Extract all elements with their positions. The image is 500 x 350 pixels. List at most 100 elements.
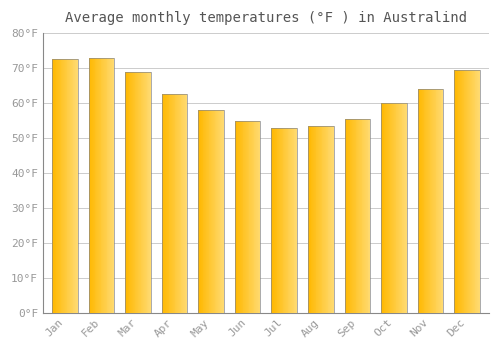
Bar bbox=[204, 110, 205, 313]
Bar bbox=[138, 72, 139, 313]
Bar bbox=[477, 70, 478, 313]
Bar bbox=[241, 120, 242, 313]
Bar bbox=[245, 120, 246, 313]
Bar bbox=[201, 110, 202, 313]
Bar bbox=[320, 126, 321, 313]
Bar bbox=[332, 126, 334, 313]
Bar bbox=[183, 94, 184, 313]
Bar bbox=[72, 60, 74, 313]
Bar bbox=[421, 89, 422, 313]
Bar bbox=[427, 89, 428, 313]
Bar bbox=[312, 126, 313, 313]
Bar bbox=[436, 89, 437, 313]
Bar bbox=[324, 126, 325, 313]
Bar bbox=[403, 103, 404, 313]
Bar bbox=[405, 103, 406, 313]
Bar bbox=[205, 110, 206, 313]
Bar bbox=[462, 70, 464, 313]
Bar bbox=[216, 110, 217, 313]
Bar bbox=[399, 103, 400, 313]
Bar bbox=[66, 60, 68, 313]
Bar bbox=[478, 70, 479, 313]
Bar bbox=[131, 72, 132, 313]
Bar bbox=[331, 126, 332, 313]
Bar bbox=[328, 126, 330, 313]
Bar bbox=[275, 127, 276, 313]
Bar bbox=[88, 58, 90, 313]
Title: Average monthly temperatures (°F ) in Australind: Average monthly temperatures (°F ) in Au… bbox=[65, 11, 467, 25]
Bar bbox=[198, 110, 199, 313]
Bar bbox=[350, 119, 352, 313]
Bar bbox=[254, 120, 256, 313]
Bar bbox=[294, 127, 296, 313]
Bar bbox=[150, 72, 151, 313]
Bar bbox=[404, 103, 405, 313]
Bar bbox=[387, 103, 388, 313]
Bar bbox=[220, 110, 222, 313]
Bar bbox=[218, 110, 219, 313]
Bar bbox=[433, 89, 434, 313]
Bar bbox=[474, 70, 476, 313]
Bar bbox=[426, 89, 427, 313]
Bar bbox=[53, 60, 54, 313]
Bar bbox=[235, 120, 260, 313]
Bar bbox=[106, 58, 108, 313]
Bar bbox=[352, 119, 353, 313]
Bar bbox=[133, 72, 134, 313]
Bar bbox=[392, 103, 393, 313]
Bar bbox=[308, 126, 309, 313]
Bar bbox=[179, 94, 180, 313]
Bar bbox=[272, 127, 273, 313]
Bar bbox=[235, 120, 236, 313]
Bar bbox=[258, 120, 260, 313]
Bar bbox=[358, 119, 359, 313]
Bar bbox=[238, 120, 239, 313]
Bar bbox=[273, 127, 274, 313]
Bar bbox=[468, 70, 469, 313]
Bar bbox=[60, 60, 62, 313]
Bar bbox=[313, 126, 314, 313]
Bar bbox=[125, 72, 126, 313]
Bar bbox=[165, 94, 166, 313]
Bar bbox=[418, 89, 443, 313]
Bar bbox=[168, 94, 170, 313]
Bar bbox=[285, 127, 286, 313]
Bar bbox=[349, 119, 350, 313]
Bar bbox=[127, 72, 128, 313]
Bar bbox=[185, 94, 186, 313]
Bar bbox=[125, 72, 151, 313]
Bar bbox=[96, 58, 97, 313]
Bar bbox=[278, 127, 279, 313]
Bar bbox=[292, 127, 294, 313]
Bar bbox=[58, 60, 59, 313]
Bar bbox=[252, 120, 253, 313]
Bar bbox=[272, 127, 297, 313]
Bar bbox=[176, 94, 177, 313]
Bar bbox=[145, 72, 146, 313]
Bar bbox=[199, 110, 200, 313]
Bar bbox=[460, 70, 461, 313]
Bar bbox=[104, 58, 105, 313]
Bar bbox=[148, 72, 149, 313]
Bar bbox=[394, 103, 396, 313]
Bar bbox=[287, 127, 288, 313]
Bar bbox=[212, 110, 213, 313]
Bar bbox=[130, 72, 131, 313]
Bar bbox=[434, 89, 436, 313]
Bar bbox=[134, 72, 136, 313]
Bar bbox=[100, 58, 102, 313]
Bar bbox=[59, 60, 60, 313]
Bar bbox=[200, 110, 201, 313]
Bar bbox=[128, 72, 130, 313]
Bar bbox=[219, 110, 220, 313]
Bar bbox=[354, 119, 356, 313]
Bar bbox=[111, 58, 112, 313]
Bar bbox=[63, 60, 64, 313]
Bar bbox=[91, 58, 92, 313]
Bar bbox=[322, 126, 324, 313]
Bar bbox=[132, 72, 133, 313]
Bar bbox=[162, 94, 188, 313]
Bar bbox=[76, 60, 77, 313]
Bar bbox=[476, 70, 477, 313]
Bar bbox=[393, 103, 394, 313]
